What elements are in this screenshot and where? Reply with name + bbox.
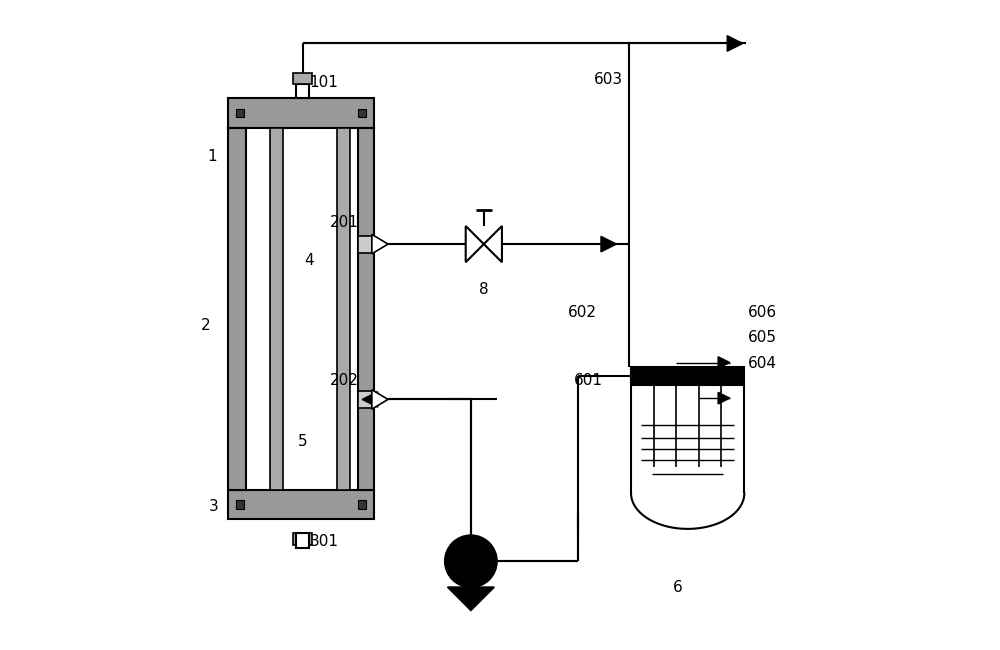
Bar <box>293 534 312 545</box>
Bar <box>358 500 366 509</box>
Bar <box>283 127 337 490</box>
Text: 606: 606 <box>748 305 777 320</box>
Bar <box>337 127 350 490</box>
Polygon shape <box>372 235 388 254</box>
Text: 1: 1 <box>207 150 217 164</box>
Text: 202: 202 <box>330 372 359 387</box>
Text: 5: 5 <box>298 434 307 449</box>
Bar <box>236 500 244 509</box>
Text: 2: 2 <box>201 317 210 333</box>
Text: 604: 604 <box>748 356 777 371</box>
Polygon shape <box>466 226 484 262</box>
Polygon shape <box>601 237 616 252</box>
Bar <box>293 73 312 84</box>
Polygon shape <box>632 385 743 528</box>
Text: 101: 101 <box>310 75 338 90</box>
Circle shape <box>445 536 497 587</box>
Bar <box>236 109 244 117</box>
Polygon shape <box>718 357 730 369</box>
Bar <box>228 490 374 519</box>
Text: 8: 8 <box>479 282 489 297</box>
Text: 602: 602 <box>568 305 597 320</box>
Polygon shape <box>727 36 743 51</box>
Text: 301: 301 <box>309 534 338 549</box>
Bar <box>358 127 374 490</box>
Bar <box>296 84 309 98</box>
Text: 6: 6 <box>673 580 683 595</box>
Bar <box>358 236 372 252</box>
Bar <box>358 391 372 408</box>
Bar <box>228 127 246 490</box>
Polygon shape <box>718 393 730 404</box>
Polygon shape <box>484 226 502 262</box>
Polygon shape <box>718 370 730 382</box>
Bar <box>296 534 309 548</box>
Text: 605: 605 <box>748 330 777 345</box>
Polygon shape <box>448 587 494 610</box>
Text: 4: 4 <box>304 253 314 268</box>
Text: 7: 7 <box>466 593 476 608</box>
Polygon shape <box>362 392 378 407</box>
Bar <box>358 109 366 117</box>
Text: 3: 3 <box>209 499 219 514</box>
Text: 601: 601 <box>574 372 603 387</box>
Text: 603: 603 <box>594 72 623 86</box>
Bar <box>270 127 283 490</box>
Polygon shape <box>372 390 388 409</box>
Text: 201: 201 <box>330 215 359 230</box>
Bar <box>631 367 744 385</box>
Bar <box>228 98 374 127</box>
